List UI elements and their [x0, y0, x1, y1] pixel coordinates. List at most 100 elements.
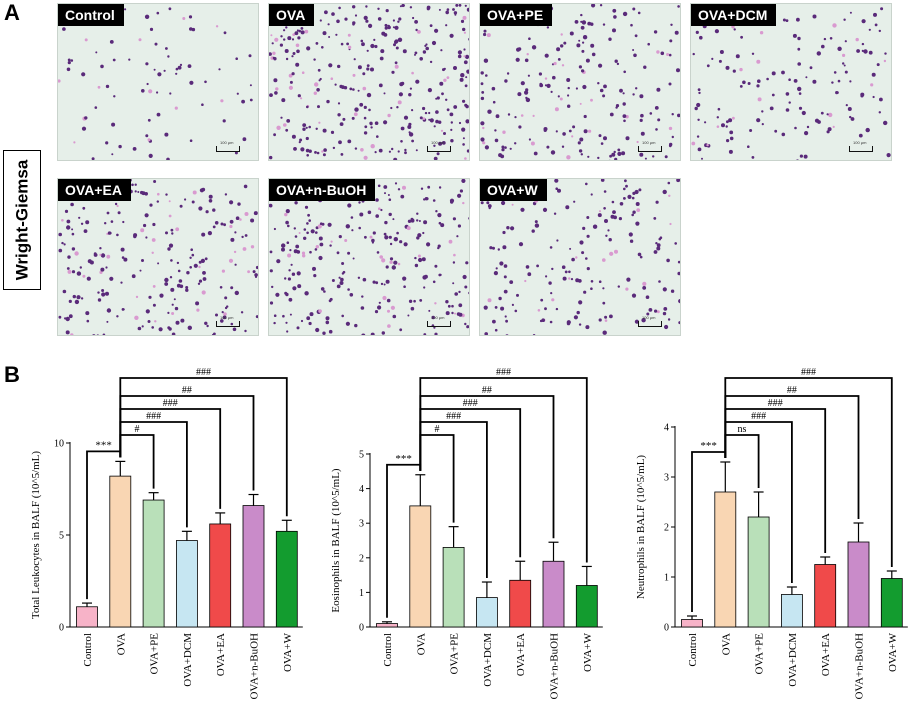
micrograph-label: OVA+DCM	[691, 4, 777, 26]
x-tick-label: OVA+W	[887, 632, 899, 672]
panel-a-letter: A	[4, 0, 20, 25]
scale-bar-text: 100 μm	[642, 140, 656, 145]
bar	[814, 564, 837, 628]
cell-field	[480, 179, 680, 335]
micrograph-label: OVA+n-BuOH	[269, 179, 376, 201]
significance-label: ###	[196, 367, 211, 378]
micrograph: OVA+EA 100 μm	[57, 178, 259, 336]
bar	[275, 530, 298, 628]
significance-label: ***	[395, 453, 412, 465]
bar	[175, 540, 198, 628]
y-axis-label: Eosinophils in BALF (10^5/mL)	[330, 468, 342, 613]
scale-bar-text: 100 μm	[431, 140, 445, 145]
y-tick-label: 1	[664, 573, 669, 584]
y-tick-label: 4	[664, 423, 669, 434]
significance-label: ##	[482, 385, 492, 396]
cell-field	[58, 179, 258, 335]
scale-bar: 100 μm	[849, 140, 873, 152]
x-tick-label: OVA+n-BuOH	[249, 633, 261, 700]
x-tick-label: OVA+EA	[215, 633, 227, 676]
x-tick-label: OVA+EA	[820, 633, 832, 676]
significance-label: ###	[496, 367, 511, 378]
comparison-bracket	[419, 377, 588, 563]
micrograph: OVA+n-BuOH 100 μm	[268, 178, 470, 336]
micrograph: OVA+DCM 100 μm	[690, 3, 892, 161]
x-tick-label: OVA+n-BuOH	[854, 633, 866, 700]
significance-label: ###	[801, 367, 816, 378]
bar	[209, 523, 232, 628]
x-tick-label: OVA+W	[582, 632, 594, 672]
scale-bar: 100 μm	[216, 315, 240, 327]
micrograph: OVA+W 100 μm	[479, 178, 681, 336]
bar-chart: Total Leukocytes in BALF (10^5/mL) 0 5 10 Co…	[30, 367, 303, 700]
x-tick-label: OVA+PE	[754, 633, 766, 675]
bar	[509, 579, 532, 628]
bar-chart: Eosinophils in BALF (10^5/mL) 0 1 2 3 4 5 Contr…	[330, 367, 603, 700]
micrograph: OVA+PE 100 μm	[479, 3, 681, 161]
bar	[109, 475, 132, 628]
x-tick-label: OVA+DCM	[182, 633, 194, 687]
significance-label: ***	[95, 439, 112, 451]
x-tick-label: OVA+n-BuOH	[549, 633, 561, 700]
bar-chart: Neutrophils in BALF (10^5/mL) 0 1 2 3 4 Contro…	[635, 367, 908, 700]
y-tick-label: 10	[54, 439, 64, 450]
bar	[714, 491, 737, 628]
bar	[747, 516, 770, 628]
significance-label: ###	[768, 398, 783, 409]
y-tick-label: 4	[359, 484, 364, 495]
x-tick-label: OVA+W	[282, 632, 294, 672]
stain-label-box: Wright-Giemsa	[3, 150, 41, 290]
significance-label: #	[134, 424, 139, 435]
bar	[142, 499, 165, 628]
x-tick-label: OVA	[115, 633, 127, 655]
scale-bar-text: 100 μm	[853, 140, 867, 145]
scale-bar: 100 μm	[638, 315, 662, 327]
scale-bar: 100 μm	[427, 315, 451, 327]
x-tick-label: Control	[82, 633, 94, 667]
cell-field	[691, 7, 891, 160]
bar	[76, 606, 98, 628]
y-tick-label: 0	[59, 623, 64, 634]
bar	[847, 541, 870, 628]
cell-field	[269, 4, 469, 160]
bar	[880, 578, 903, 628]
micrograph: Control 100 μm	[57, 3, 259, 161]
y-tick-label: 5	[59, 531, 64, 542]
significance-label: ##	[182, 385, 192, 396]
significance-label: ###	[751, 411, 766, 422]
x-tick-label: OVA+DCM	[787, 633, 799, 687]
x-tick-label: OVA	[415, 633, 427, 655]
comparison-bracket	[119, 377, 288, 517]
x-tick-label: OVA+PE	[449, 633, 461, 675]
scale-bar: 100 μm	[638, 140, 662, 152]
bar	[376, 623, 398, 628]
y-tick-label: 0	[359, 623, 364, 634]
y-tick-label: 2	[359, 553, 364, 564]
significance-label: ##	[787, 385, 797, 396]
bar	[475, 597, 498, 628]
x-tick-label: Control	[687, 633, 699, 667]
significance-label: #	[434, 424, 439, 435]
bar	[409, 505, 432, 628]
scale-bar: 100 μm	[427, 140, 451, 152]
bar	[542, 560, 565, 628]
x-tick-label: OVA+EA	[515, 633, 527, 676]
x-tick-label: OVA	[720, 633, 732, 655]
x-tick-label: OVA+DCM	[482, 633, 494, 687]
x-tick-label: OVA+PE	[149, 633, 161, 675]
micrograph: OVA 100 μm	[268, 3, 470, 161]
scale-bar-text: 100 μm	[431, 315, 445, 320]
micrograph-label: Control	[58, 4, 124, 26]
y-axis-label: Neutrophils in BALF (10^5/mL)	[635, 455, 647, 600]
significance-label: ###	[163, 398, 178, 409]
y-tick-label: 1	[359, 588, 364, 599]
significance-label: ###	[146, 411, 161, 422]
bar	[681, 619, 703, 628]
significance-label: ns	[737, 424, 746, 435]
panel-b-letter: B	[4, 362, 20, 387]
scale-bar-text: 100 μm	[220, 315, 234, 320]
y-tick-label: 3	[359, 519, 364, 530]
significance-label: ###	[446, 411, 461, 422]
micrograph-label: OVA+EA	[58, 179, 131, 201]
